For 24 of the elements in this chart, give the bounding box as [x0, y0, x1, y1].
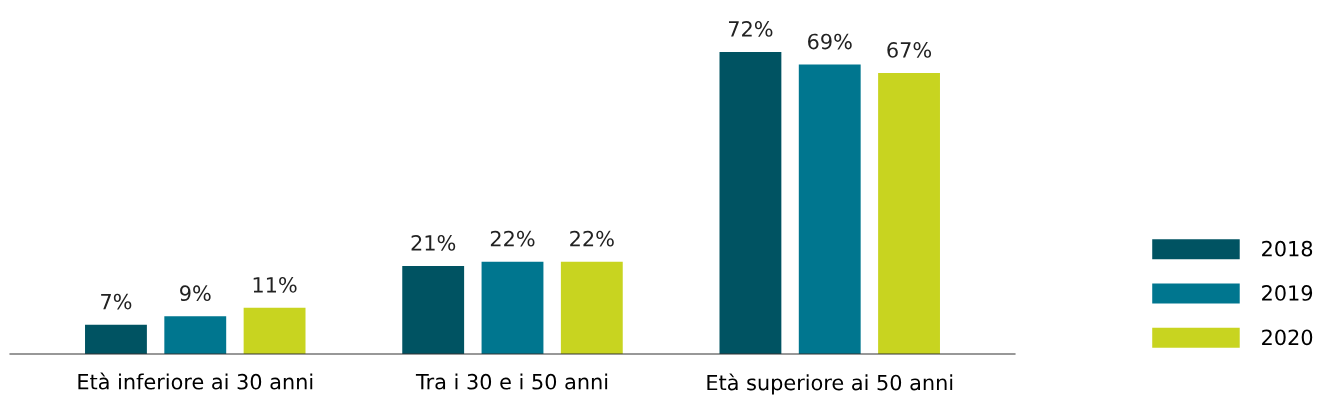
- data-label: 22%: [570, 230, 614, 247]
- bar: [85, 324, 147, 354]
- data-label: 72%: [728, 21, 773, 37]
- data-label: 22%: [490, 230, 535, 247]
- legend-label: 2020: [1262, 329, 1313, 346]
- bar: [481, 261, 544, 354]
- data-label: 21%: [411, 235, 456, 251]
- legend-label: 2019: [1262, 285, 1313, 301]
- data-label: 69%: [808, 33, 852, 50]
- x-tick-label: Età superiore ai 50 anni: [707, 373, 953, 395]
- data-label: 11%: [253, 276, 297, 293]
- bar: [560, 261, 623, 354]
- bar: [878, 72, 940, 354]
- x-tick-label: Età inferiore ai 30 anni: [78, 372, 313, 390]
- x-tick-label: Tra i 30 e i 50 anni: [415, 373, 608, 390]
- bar: [243, 307, 306, 354]
- data-label: 67%: [887, 42, 932, 58]
- bar: [719, 51, 782, 354]
- legend-label: 2018: [1262, 240, 1313, 257]
- bar: [164, 316, 227, 354]
- data-label: 7%: [101, 293, 132, 310]
- bar: [798, 64, 861, 354]
- bar: [402, 265, 465, 354]
- data-label: 9%: [180, 285, 211, 302]
